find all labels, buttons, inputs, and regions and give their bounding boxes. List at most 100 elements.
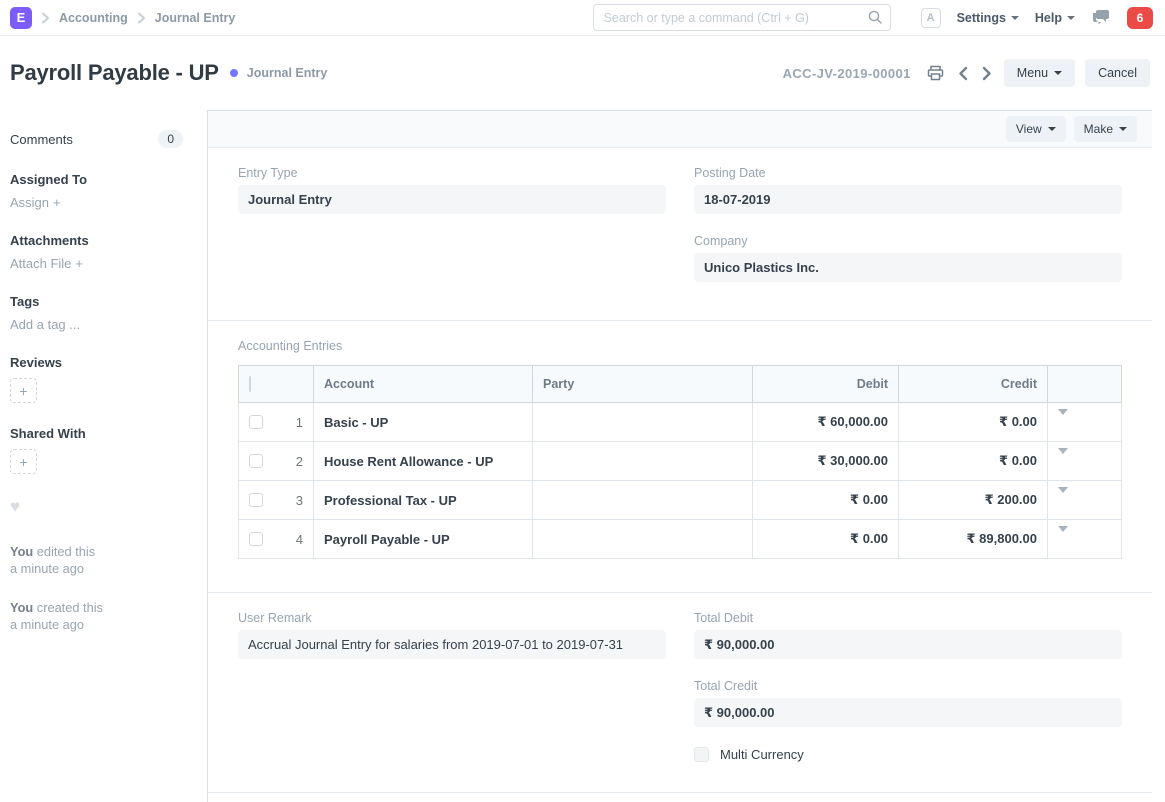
breadcrumb-accounting[interactable]: Accounting [59,10,128,25]
plus-icon: + [19,382,28,399]
app-logo[interactable]: E [10,6,32,29]
breadcrumb-journal-entry[interactable]: Journal Entry [154,10,236,25]
row-index: 2 [295,453,303,469]
chevron-right-icon [982,66,992,81]
credit-cell[interactable]: ₹ 0.00 [898,441,1048,481]
column-header-credit: Credit [898,365,1048,403]
column-header-account: Account [313,365,533,403]
row-checkbox[interactable] [249,532,263,546]
row-expand-dropdown-icon[interactable] [1058,525,1068,547]
reviews-heading: Reviews [10,355,63,370]
credit-cell[interactable]: ₹ 200.00 [898,480,1048,520]
global-search [592,4,891,31]
breadcrumb: E Accounting Journal Entry [10,6,236,29]
print-button[interactable] [925,63,946,83]
settings-menu[interactable]: Settings [957,11,1019,25]
entry-type-field: Entry Type Journal Entry [238,166,666,214]
party-cell[interactable] [532,480,753,520]
party-cell[interactable] [532,441,753,481]
chevron-down-icon [1067,15,1075,20]
row-index: 3 [295,492,303,508]
section-details: Entry Type Journal Entry Posting Date 18… [208,148,1152,321]
party-cell[interactable] [532,402,753,442]
chat-icon[interactable] [1091,9,1111,26]
form-panel: View Make Entry Type Journal Entry Posti… [207,110,1152,802]
settings-label: Settings [956,10,1006,25]
row-checkbox[interactable] [249,454,263,468]
help-label: Help [1034,10,1062,25]
chevron-down-icon [1054,71,1063,75]
total-debit-value: ₹ 90,000.00 [694,630,1122,659]
user-avatar[interactable]: A [920,7,941,28]
user-remark-label: User Remark [238,611,312,625]
debit-cell[interactable]: ₹ 0.00 [752,519,899,559]
next-document-button[interactable] [980,64,994,83]
document-name: ACC-JV-2019-00001 [782,65,911,81]
view-button[interactable]: View [1005,116,1066,142]
page-head: Payroll Payable - UP Journal Entry ACC-J… [0,36,1165,110]
share-button[interactable]: + [10,449,37,474]
company-field: Company Unico Plastics Inc. [694,234,1122,282]
row-expand-dropdown-icon[interactable] [1058,408,1068,430]
total-credit-field: Total Credit ₹ 90,000.00 [694,679,1122,727]
table-row[interactable]: 1 Basic - UP ₹ 60,000.00 ₹ 0.00 [238,402,1122,442]
activity-edited: You edited this a minute ago [10,543,183,578]
debit-cell[interactable]: ₹ 60,000.00 [752,402,899,442]
help-menu[interactable]: Help [1035,11,1075,25]
status-indicator-dot [229,69,238,77]
assign-button[interactable]: Assign + [10,195,183,210]
column-header-party: Party [532,365,753,403]
posting-date-value[interactable]: 18-07-2019 [694,185,1122,214]
title-area: Payroll Payable - UP Journal Entry [10,60,327,86]
multi-currency-label: Multi Currency [720,747,804,762]
add-tag-input[interactable]: Add a tag ... [10,317,81,332]
search-icon [867,9,883,25]
section-accounting-entries: Accounting Entries Account Party Debit C… [208,321,1152,593]
credit-cell[interactable]: ₹ 89,800.00 [898,519,1048,559]
cancel-button[interactable]: Cancel [1085,59,1150,87]
account-cell[interactable]: House Rent Allowance - UP [313,441,533,481]
posting-date-field: Posting Date 18-07-2019 [694,166,1122,214]
notification-count-badge[interactable]: 6 [1127,6,1153,29]
table-row[interactable]: 4 Payroll Payable - UP ₹ 0.00 ₹ 89,800.0… [238,519,1122,559]
plus-icon: + [75,256,84,271]
attach-file-label: Attach File [10,256,72,271]
sidebar-item-comments[interactable]: Comments [10,131,73,147]
menu-button-label: Menu [1016,66,1049,80]
activity-time: a minute ago [10,561,84,577]
company-value[interactable]: Unico Plastics Inc. [694,253,1122,282]
accounting-entries-label: Accounting Entries [238,339,343,353]
row-checkbox[interactable] [249,415,263,429]
navbar-actions: A Settings Help 6 [592,4,1153,31]
account-cell[interactable]: Basic - UP [313,402,533,442]
row-expand-dropdown-icon[interactable] [1058,486,1068,508]
search-input[interactable] [592,4,891,31]
add-review-button[interactable]: + [10,378,37,403]
plus-icon: + [19,453,28,470]
like-heart-icon[interactable]: ♥ [10,497,21,516]
account-cell[interactable]: Professional Tax - UP [313,480,533,520]
total-credit-value: ₹ 90,000.00 [694,698,1122,727]
multi-currency-checkbox[interactable] [694,747,709,762]
menu-button[interactable]: Menu [1003,59,1076,87]
debit-cell[interactable]: ₹ 30,000.00 [752,441,899,481]
row-checkbox[interactable] [249,493,263,507]
row-index: 1 [295,414,303,430]
table-row[interactable]: 3 Professional Tax - UP ₹ 0.00 ₹ 200.00 [238,480,1122,520]
select-all-checkbox[interactable] [249,376,251,392]
attach-file-button[interactable]: Attach File + [10,256,183,271]
make-button[interactable]: Make [1073,116,1137,142]
debit-cell[interactable]: ₹ 0.00 [752,480,899,520]
activity-created: You created this a minute ago [10,599,183,634]
form-toolbar: View Make [208,111,1152,148]
chevron-down-icon [1010,15,1019,20]
credit-cell[interactable]: ₹ 0.00 [898,402,1048,442]
account-cell[interactable]: Payroll Payable - UP [313,519,533,559]
party-cell[interactable] [532,519,753,559]
user-remark-value[interactable]: Accrual Journal Entry for salaries from … [238,630,666,659]
prev-document-button[interactable] [956,64,970,83]
table-header-row: Account Party Debit Credit [238,365,1122,403]
row-expand-dropdown-icon[interactable] [1058,447,1068,469]
entry-type-value[interactable]: Journal Entry [238,185,666,214]
table-row[interactable]: 2 House Rent Allowance - UP ₹ 30,000.00 … [238,441,1122,481]
